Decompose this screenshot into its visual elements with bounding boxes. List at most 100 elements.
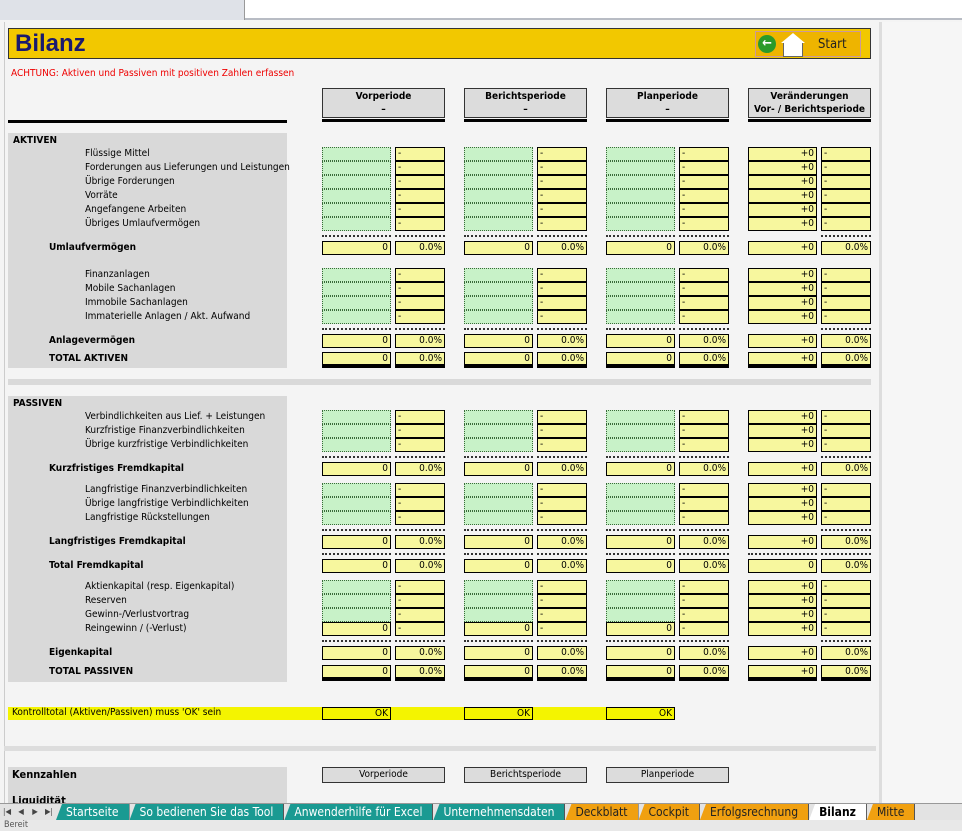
value-cell[interactable]: +0 [748, 296, 817, 310]
percent-cell[interactable]: - [395, 424, 445, 438]
value-cell[interactable]: +0 [748, 511, 817, 525]
percent-cell[interactable]: - [395, 161, 445, 175]
value-cell[interactable]: 0 [464, 334, 533, 348]
percent-cell[interactable]: - [821, 424, 871, 438]
input-cell[interactable] [606, 147, 675, 161]
input-cell[interactable] [322, 580, 391, 594]
percent-cell[interactable]: - [395, 497, 445, 511]
sheet-tab[interactable]: Unternehmensdaten [433, 804, 566, 820]
input-cell[interactable] [322, 410, 391, 424]
kontroll-ok-vorperiode[interactable]: OK [322, 707, 391, 720]
percent-cell[interactable]: - [679, 282, 729, 296]
percent-cell[interactable]: - [821, 147, 871, 161]
percent-cell[interactable]: 0.0% [395, 646, 445, 660]
input-cell[interactable] [464, 511, 533, 525]
percent-cell[interactable]: 0.0% [537, 646, 587, 660]
input-cell[interactable] [606, 497, 675, 511]
value-cell[interactable]: 0 [464, 646, 533, 660]
input-cell[interactable] [322, 483, 391, 497]
value-cell[interactable]: +0 [748, 334, 817, 348]
input-cell[interactable] [606, 189, 675, 203]
percent-cell[interactable]: - [395, 282, 445, 296]
value-cell[interactable]: 0 [464, 559, 533, 573]
percent-cell[interactable]: 0.0% [395, 535, 445, 549]
kontroll-ok-planperiode[interactable]: OK [606, 707, 675, 720]
value-cell[interactable]: 0 [322, 241, 391, 255]
percent-cell[interactable]: - [537, 483, 587, 497]
percent-cell[interactable]: 0.0% [537, 535, 587, 549]
percent-cell[interactable]: 0.0% [395, 352, 445, 368]
value-cell[interactable]: 0 [606, 241, 675, 255]
percent-cell[interactable]: 0.0% [395, 559, 445, 573]
kennzahlen-berichtsperiode-button[interactable]: Berichtsperiode [464, 767, 587, 783]
value-cell[interactable]: 0 [322, 646, 391, 660]
percent-cell[interactable]: - [679, 497, 729, 511]
value-cell[interactable]: 0 [322, 334, 391, 348]
percent-cell[interactable]: 0.0% [821, 462, 871, 476]
percent-cell[interactable]: - [537, 175, 587, 189]
next-sheet-icon[interactable]: ▶ [32, 807, 38, 816]
percent-cell[interactable]: - [821, 282, 871, 296]
percent-cell[interactable]: - [537, 203, 587, 217]
value-cell[interactable]: 0 [322, 665, 391, 681]
input-cell[interactable] [464, 282, 533, 296]
percent-cell[interactable]: - [537, 310, 587, 324]
input-cell[interactable] [464, 296, 533, 310]
percent-cell[interactable]: - [679, 410, 729, 424]
input-cell[interactable] [606, 310, 675, 324]
value-cell[interactable]: +0 [748, 189, 817, 203]
input-cell[interactable] [322, 608, 391, 622]
value-cell[interactable]: 0 [322, 535, 391, 549]
sheet-tab[interactable]: Startseite [56, 804, 130, 820]
percent-cell[interactable]: - [821, 310, 871, 324]
value-cell[interactable]: +0 [748, 268, 817, 282]
value-cell[interactable]: 0 [606, 334, 675, 348]
name-box[interactable] [0, 0, 245, 20]
value-cell[interactable]: 0 [606, 622, 675, 636]
last-sheet-icon[interactable]: ▶| [45, 807, 53, 816]
percent-cell[interactable]: - [537, 268, 587, 282]
kennzahlen-vorperiode-button[interactable]: Vorperiode [322, 767, 445, 783]
percent-cell[interactable]: - [679, 147, 729, 161]
input-cell[interactable] [464, 147, 533, 161]
value-cell[interactable]: +0 [748, 497, 817, 511]
value-cell[interactable]: 0 [322, 622, 391, 636]
input-cell[interactable] [606, 161, 675, 175]
input-cell[interactable] [606, 483, 675, 497]
value-cell[interactable]: 0 [606, 646, 675, 660]
input-cell[interactable] [606, 268, 675, 282]
percent-cell[interactable]: - [821, 622, 871, 636]
percent-cell[interactable]: - [537, 161, 587, 175]
percent-cell[interactable]: 0.0% [537, 352, 587, 368]
value-cell[interactable]: +0 [748, 217, 817, 231]
input-cell[interactable] [464, 175, 533, 189]
input-cell[interactable] [464, 410, 533, 424]
input-cell[interactable] [606, 410, 675, 424]
percent-cell[interactable]: - [395, 296, 445, 310]
percent-cell[interactable]: 0.0% [537, 462, 587, 476]
percent-cell[interactable]: - [537, 594, 587, 608]
value-cell[interactable]: +0 [748, 282, 817, 296]
input-cell[interactable] [606, 594, 675, 608]
percent-cell[interactable]: 0.0% [537, 665, 587, 681]
input-cell[interactable] [464, 203, 533, 217]
input-cell[interactable] [464, 608, 533, 622]
percent-cell[interactable]: - [821, 161, 871, 175]
percent-cell[interactable]: 0.0% [679, 665, 729, 681]
value-cell[interactable]: 0 [464, 665, 533, 681]
value-cell[interactable]: 0 [464, 462, 533, 476]
percent-cell[interactable]: - [821, 483, 871, 497]
value-cell[interactable]: 0 [606, 462, 675, 476]
percent-cell[interactable]: - [679, 424, 729, 438]
percent-cell[interactable]: 0.0% [679, 535, 729, 549]
input-cell[interactable] [606, 438, 675, 452]
percent-cell[interactable]: - [395, 608, 445, 622]
value-cell[interactable]: +0 [748, 646, 817, 660]
percent-cell[interactable]: 0.0% [821, 241, 871, 255]
prev-sheet-icon[interactable]: ◀ [18, 807, 24, 816]
percent-cell[interactable]: - [679, 268, 729, 282]
sheet-tab[interactable]: So bedienen Sie das Tool [129, 804, 285, 820]
percent-cell[interactable]: 0.0% [679, 334, 729, 348]
input-cell[interactable] [322, 161, 391, 175]
sheet-tab[interactable]: Anwenderhilfe für Excel [284, 804, 434, 820]
